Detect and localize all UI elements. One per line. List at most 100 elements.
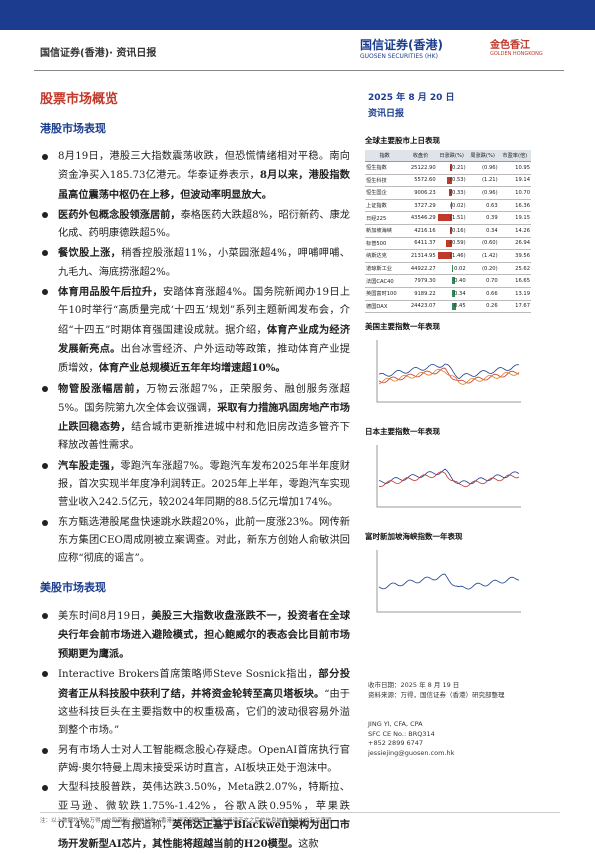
chart-title: 日本主要指数一年表现	[365, 426, 545, 437]
analyst-line: SFC CE No.: BRQ314	[368, 730, 538, 740]
text-run: 体育用品股午后拉升，	[58, 286, 163, 298]
chart-image	[365, 336, 525, 414]
table-cell: 21314.95	[404, 250, 436, 263]
logo-sub: GUOSEN SECURITIES (HK)	[360, 53, 480, 60]
trend-line	[379, 369, 519, 384]
table-cell: 13.19	[499, 287, 531, 300]
axis	[377, 340, 521, 402]
text-run: Interactive Brokers首席策略师Steve Sosnick指出，	[58, 669, 318, 680]
cell-text: (1.51)	[450, 215, 466, 221]
report-type: 资讯日报	[368, 106, 404, 119]
table-cell: 0.02	[437, 262, 467, 275]
column-header: 指数	[365, 150, 404, 162]
text-run: 餐饮股上涨，	[58, 247, 121, 259]
table-cell: (0.59)	[437, 237, 467, 250]
cell-text: (0.33)	[450, 190, 466, 196]
column-header: 周涨跌(%)	[467, 150, 499, 162]
table-cell: 0.39	[467, 212, 499, 225]
cell-text: 0.40	[454, 278, 466, 284]
table-cell: (1.21)	[467, 174, 499, 187]
table-cell: (0.53)	[437, 174, 467, 187]
column-header: 收盘价	[404, 150, 436, 162]
table-cell: 24423.07	[404, 300, 436, 313]
table-cell: (0.96)	[467, 162, 499, 175]
header-title: 国信证券(香港)· 资讯日报	[40, 44, 156, 59]
bullet: Interactive Brokers首席策略师Steve Sosnick指出，…	[40, 665, 350, 740]
table-cell: (0.21)	[437, 162, 467, 175]
table-cell: (1.46)	[437, 250, 467, 263]
section-title: 港股市场表现	[40, 120, 350, 136]
trend-line	[379, 574, 519, 589]
table-cell: 9006.23	[404, 187, 436, 200]
bullet: 医药外包概念股领涨居前，泰格医药大跌超8%，昭衍新药、康龙化成、药明康德跌超5%…	[40, 206, 350, 244]
divider	[34, 70, 564, 71]
text-run: 体育产业总规模近五年年均增速超10%。	[99, 362, 286, 374]
table-cell: 19.15	[499, 212, 531, 225]
table-cell: 0.70	[467, 275, 499, 288]
table-cell: 0.34	[437, 287, 467, 300]
table-title: 全球主要股市上日表现	[365, 135, 545, 146]
table-cell: 7979.30	[404, 275, 436, 288]
bullet: 另有市场人士对人工智能概念股心存疑虑。OpenAI首席执行官萨姆·奥尔特曼上周末…	[40, 742, 350, 779]
table-cell: 0.40	[437, 275, 467, 288]
bullet: 美东时间8月19日，美股三大指数收盘涨跌不一，投资者在全球央行年会前市场进入避险…	[40, 607, 350, 665]
table-cell: 17.67	[499, 300, 531, 313]
table-cell: 3727.29	[404, 199, 436, 212]
bullet: 东方甄选港股尾盘快速跳水跌超20%，此前一度涨23%。网传新东方集团CEO周成刚…	[40, 514, 350, 569]
table-cell: 恒生指数	[365, 162, 404, 175]
cell-text: (0.59)	[450, 240, 466, 246]
table-cell: (1.51)	[437, 212, 467, 225]
bullet: 汽车股走强，零跑汽车涨超7%。零跑汽车发布2025年半年度财报，首次实现半年度净…	[40, 457, 350, 513]
bullet-list: 8月19日，港股三大指数震荡收跌，但恐慌情绪相对平稳。南向资金净买入185.73…	[40, 148, 350, 569]
chart-image	[365, 441, 525, 519]
table-cell: 4216.16	[404, 224, 436, 237]
table-cell: (0.16)	[437, 224, 467, 237]
chart-block: 富时新加坡海峡指数一年表现	[365, 531, 545, 628]
text-run: 美东时间8月19日，	[58, 611, 151, 622]
table-cell: (0.60)	[467, 237, 499, 250]
table-cell: 德国DAX	[365, 300, 404, 313]
axis	[377, 445, 521, 507]
cell-text: (1.46)	[450, 253, 466, 259]
logo: 国信证券(香港)GUOSEN SECURITIES (HK)	[360, 36, 480, 60]
note: 资料来源：万得，国信证券（香港）研究部整理	[368, 690, 538, 700]
table-cell: 16.65	[499, 275, 531, 288]
text-run: 汽车股走强，	[58, 460, 120, 472]
date: 2025 年 8 月 20 日	[368, 90, 455, 103]
table-cell: 0.45	[437, 300, 467, 313]
table-cell: 纳斯达克	[365, 250, 404, 263]
table-cell: 19.14	[499, 174, 531, 187]
text-run: 另有市场人士对人工智能概念股心存疑虑。OpenAI首席执行官萨姆·奥尔特曼上周末…	[58, 745, 350, 774]
bullet: 餐饮股上涨，稍香控股涨超11%，小菜园涨超4%，呷哺呷哺、九毛九、海底捞涨超2%…	[40, 244, 350, 282]
main-column: 港股市场表现 8月19日，港股三大指数震荡收跌，但恐慌情绪相对平稳。南向资金净买入…	[40, 110, 350, 855]
table-cell: 14.26	[499, 224, 531, 237]
note: 收市日期：2025 年 8 月 19 日	[368, 680, 538, 690]
table-cell: (1.42)	[467, 250, 499, 263]
table-cell: 标普500	[365, 237, 404, 250]
chart-block: 美国主要指数一年表现	[365, 321, 545, 418]
table-cell: (0.96)	[467, 187, 499, 200]
column-header: 市盈率(倍)	[499, 150, 531, 162]
cell-text: 0.45	[454, 303, 466, 309]
bullet: 8月19日，港股三大指数震荡收跌，但恐慌情绪相对平稳。南向资金净买入185.73…	[40, 148, 350, 205]
table-cell: 恒生国企	[365, 187, 404, 200]
cell-text: (0.02)	[450, 203, 466, 209]
table-cell: 道琼斯工业	[365, 262, 404, 275]
section-title: 美股市场表现	[40, 579, 350, 595]
column-header: 日涨跌(%)	[437, 150, 467, 162]
table-cell: (0.33)	[437, 187, 467, 200]
table-cell: 日经225	[365, 212, 404, 225]
